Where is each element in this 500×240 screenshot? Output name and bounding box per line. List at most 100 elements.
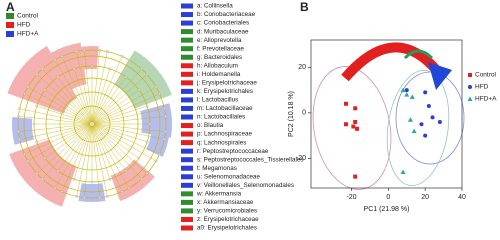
clade-branch [84, 123, 93, 198]
taxon-swatch [181, 123, 193, 129]
clade-node [56, 75, 60, 79]
taxon-label: e: Alloprevotella [197, 37, 242, 44]
y-tick-label: 0 [302, 110, 306, 117]
clade-branch [54, 123, 93, 189]
clade-shade [51, 42, 87, 90]
taxon-label: z: Erysipelotrichaceae [197, 216, 259, 223]
clade-branch [91, 68, 142, 125]
clade-node [158, 152, 161, 156]
taxon-label: y: Verrucomicrobiales [197, 208, 257, 215]
taxon-swatch [181, 199, 193, 205]
clade-branch [44, 89, 93, 125]
clade-shade [78, 183, 106, 202]
clade-node [140, 67, 143, 71]
clade-node [145, 104, 149, 108]
clade-node [124, 169, 128, 173]
taxon-swatch [181, 12, 193, 18]
taxon-label: h: Allobaculum [197, 62, 238, 69]
legend-label: HFD+A [475, 96, 497, 103]
clade-branch [91, 123, 123, 192]
legend-swatch [6, 31, 14, 37]
clade-branch [27, 123, 93, 162]
clade-node [98, 49, 102, 52]
clade-node [98, 196, 102, 199]
clade-node [106, 195, 109, 198]
trend-arrow [341, 42, 442, 82]
y-tick-label: -20 [296, 155, 306, 162]
clade-node [148, 122, 152, 126]
clade-node [26, 85, 30, 89]
taxon-swatch [181, 131, 193, 137]
point [411, 128, 417, 134]
point [430, 115, 435, 120]
clade-shade [12, 117, 35, 145]
clade-branch [24, 123, 93, 155]
clade-branch [91, 76, 127, 125]
clade-node [82, 49, 86, 52]
taxon-swatch [181, 157, 193, 163]
clade-branch [84, 50, 93, 125]
clade-branch [61, 56, 93, 125]
taxon-label: a: Collinsella [197, 3, 233, 10]
taxon-label: r: Peptostreptococcaceae [197, 148, 269, 155]
taxon-swatch [181, 208, 193, 214]
clade-shade [7, 46, 77, 114]
taxon-label: o: Blautia [197, 122, 224, 129]
point [343, 101, 348, 106]
clade-node [154, 85, 158, 89]
clade-branch [91, 123, 127, 172]
taxon-swatch [181, 37, 193, 43]
clade-node [17, 114, 20, 118]
taxon-swatch [181, 3, 193, 9]
clade-branch [91, 123, 148, 174]
taxon-swatch [181, 20, 193, 26]
clade-branch [91, 116, 166, 125]
clade-branch [57, 76, 93, 125]
taxon-label: n: Lactobacillales [197, 114, 245, 121]
clade-node [75, 50, 78, 53]
clade-node [35, 140, 39, 144]
clade-branch [19, 123, 93, 140]
clade-node [41, 67, 44, 71]
clade-node [127, 58, 131, 62]
taxon-swatch [181, 46, 193, 52]
clade-node [137, 156, 141, 160]
clade-branch [91, 56, 123, 125]
clade-node [26, 159, 30, 163]
x-tick-label: 20 [421, 194, 429, 201]
taxon-swatch [181, 63, 193, 69]
clade-branch [91, 93, 160, 125]
clade-node [23, 92, 26, 96]
taxon-swatch [181, 174, 193, 180]
legend-label: HFD+A [17, 31, 39, 38]
clade-branch [91, 105, 148, 125]
clade-node [35, 73, 39, 76]
clade-branch [19, 108, 93, 125]
clade-branch [36, 74, 93, 125]
clade-branch [91, 123, 108, 197]
clade-node [90, 180, 94, 184]
taxon-swatch [181, 191, 193, 197]
group-ellipse [312, 66, 392, 190]
clade-node [108, 67, 112, 71]
clade-node [137, 88, 141, 92]
x-tick-label: 0 [386, 194, 390, 201]
point [355, 126, 360, 131]
point [404, 92, 410, 97]
taxon-swatch [181, 97, 193, 103]
clade-branch [42, 123, 93, 180]
clade-branch [54, 59, 93, 125]
taxon-swatch [181, 105, 193, 111]
taxon-label: a0: Erysipelotrichales [197, 225, 257, 232]
clade-branch [91, 123, 160, 155]
clade-branch [76, 51, 93, 125]
clade-branch [91, 68, 111, 125]
point [400, 169, 406, 175]
clade-branch [73, 123, 93, 180]
taxon-label: b: Coriobacteriaceae [197, 11, 256, 18]
clade-branch [91, 123, 140, 159]
taxon-label: q: Lachnospirales [197, 139, 246, 146]
clade-branch [27, 86, 93, 125]
clade-branch [91, 86, 157, 125]
